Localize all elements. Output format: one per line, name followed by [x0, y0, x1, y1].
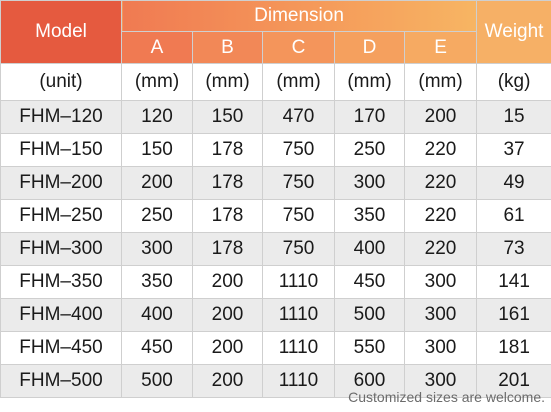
weight-cell: 201: [476, 364, 551, 398]
dim-b-cell: 200: [192, 265, 263, 299]
dim-e-cell: 300: [403, 265, 478, 299]
header-row-dims: A B C D E: [1, 31, 551, 64]
dim-c-header: C: [262, 31, 335, 64]
dim-d-cell: 300: [334, 166, 405, 200]
dim-d-cell: 600: [334, 364, 405, 398]
model-header: Model: [0, 0, 122, 64]
unit-cell: (unit): [0, 63, 122, 101]
dim-b-cell: 178: [192, 133, 263, 167]
dim-e-cell: 300: [403, 331, 478, 365]
unit-cell: (mm): [262, 63, 335, 101]
model-cell: FHM–450: [0, 331, 122, 365]
dim-d-cell: 250: [334, 133, 405, 167]
dim-e-header: E: [403, 31, 478, 64]
table-body: (unit) (mm) (mm) (mm) (mm) (mm) (kg) FHM…: [0, 63, 551, 398]
unit-cell: (mm): [192, 63, 263, 101]
table-row: FHM–450 450 200 1110 550 300 181: [0, 331, 551, 365]
dimension-header: Dimension: [120, 0, 478, 32]
model-cell: FHM–150: [0, 133, 122, 167]
spec-table: Model Dimension Weight A B C D E (unit) …: [0, 0, 551, 398]
weight-cell: 141: [476, 265, 551, 299]
dim-d-cell: 500: [334, 298, 405, 332]
dim-c-cell: 1110: [262, 298, 335, 332]
dim-a-cell: 200: [121, 166, 193, 200]
dim-d-cell: 170: [334, 100, 405, 134]
model-cell: FHM–400: [0, 298, 122, 332]
dim-b-cell: 200: [192, 298, 263, 332]
dim-a-header: A: [121, 31, 193, 64]
unit-cell: (mm): [334, 63, 405, 101]
dim-a-cell: 250: [121, 199, 193, 233]
dim-e-cell: 220: [403, 232, 478, 266]
dim-a-cell: 450: [121, 331, 193, 365]
dim-b-cell: 178: [192, 166, 263, 200]
weight-cell: 37: [476, 133, 551, 167]
dim-c-cell: 750: [262, 199, 335, 233]
weight-cell: 49: [476, 166, 551, 200]
customization-note: Customized sizes are welcome.: [348, 389, 545, 405]
weight-cell: 15: [476, 100, 551, 134]
dim-c-cell: 750: [262, 232, 335, 266]
dim-a-cell: 300: [121, 232, 193, 266]
dim-e-cell: 220: [403, 199, 478, 233]
table-row: FHM–400 400 200 1110 500 300 161: [0, 298, 551, 332]
table-row: FHM–120 120 150 470 170 200 15: [0, 100, 551, 134]
model-cell: FHM–500: [0, 364, 122, 398]
weight-cell: 181: [476, 331, 551, 365]
dim-d-cell: 550: [334, 331, 405, 365]
dim-a-cell: 350: [121, 265, 193, 299]
dim-b-cell: 200: [192, 364, 263, 398]
table-row: FHM–200 200 178 750 300 220 49: [0, 166, 551, 200]
weight-header: Weight: [476, 0, 551, 64]
dim-d-cell: 350: [334, 199, 405, 233]
weight-cell: 161: [476, 298, 551, 332]
unit-row: (unit) (mm) (mm) (mm) (mm) (mm) (kg): [0, 63, 551, 101]
dim-c-cell: 750: [262, 133, 335, 167]
dim-b-cell: 178: [192, 232, 263, 266]
dim-b-header: B: [192, 31, 263, 64]
dim-c-cell: 1110: [262, 265, 335, 299]
dim-a-cell: 400: [121, 298, 193, 332]
unit-cell: (kg): [476, 63, 551, 101]
dim-a-cell: 120: [121, 100, 193, 134]
dim-c-cell: 470: [262, 100, 335, 134]
model-cell: FHM–350: [0, 265, 122, 299]
model-cell: FHM–250: [0, 199, 122, 233]
model-cell: FHM–200: [0, 166, 122, 200]
dim-e-cell: 220: [403, 133, 478, 167]
unit-cell: (mm): [121, 63, 193, 101]
dim-e-cell: 200: [403, 100, 478, 134]
dim-d-header: D: [334, 31, 405, 64]
table-row: FHM–300 300 178 750 400 220 73: [0, 232, 551, 266]
model-cell: FHM–300: [0, 232, 122, 266]
dim-b-cell: 200: [192, 331, 263, 365]
weight-cell: 61: [476, 199, 551, 233]
dim-a-cell: 500: [121, 364, 193, 398]
unit-cell: (mm): [403, 63, 478, 101]
dim-d-cell: 400: [334, 232, 405, 266]
dim-a-cell: 150: [121, 133, 193, 167]
table-row: FHM–350 350 200 1110 450 300 141: [0, 265, 551, 299]
table-row: FHM–250 250 178 750 350 220 61: [0, 199, 551, 233]
dim-e-cell: 220: [403, 166, 478, 200]
table-row: FHM–500 500 200 1110 600 300 201: [0, 364, 551, 398]
dim-c-cell: 750: [262, 166, 335, 200]
table-row: FHM–150 150 178 750 250 220 37: [0, 133, 551, 167]
dim-c-cell: 1110: [262, 364, 335, 398]
dim-b-cell: 150: [192, 100, 263, 134]
dim-c-cell: 1110: [262, 331, 335, 365]
dim-d-cell: 450: [334, 265, 405, 299]
weight-cell: 73: [476, 232, 551, 266]
dim-e-cell: 300: [403, 364, 478, 398]
dim-b-cell: 178: [192, 199, 263, 233]
header-row-top: Model Dimension Weight: [0, 0, 551, 64]
dim-e-cell: 300: [403, 298, 478, 332]
model-cell: FHM–120: [0, 100, 122, 134]
